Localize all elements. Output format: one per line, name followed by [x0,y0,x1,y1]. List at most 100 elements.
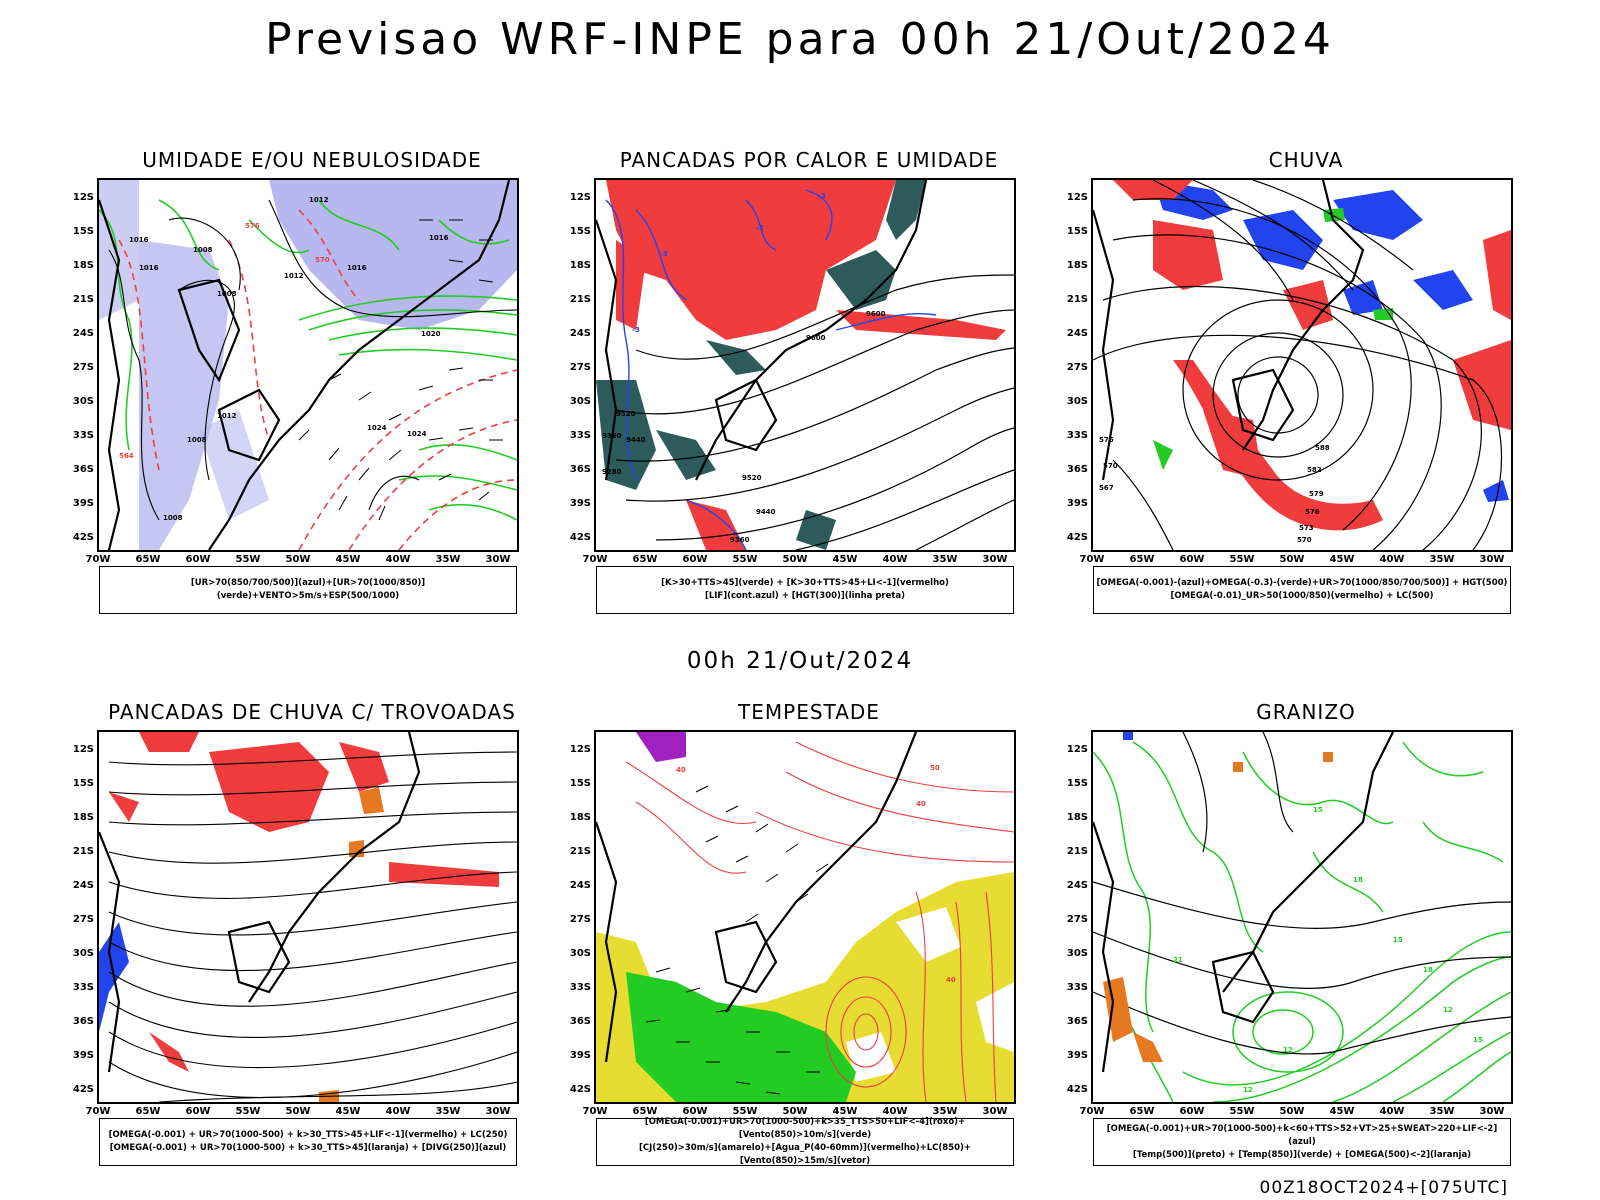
convection-map: -3 -3 -3 9600 9600 9520 9440 9360 9280 9… [596,180,1014,550]
lat-tick: 33S [1066,982,1088,993]
height-label: 9440 [626,436,646,444]
thickness-label: 570 [315,256,330,264]
green-wind-field [626,972,856,1102]
lat-tick: 39S [72,1050,94,1061]
panel-title: TEMPESTADE [738,700,880,724]
lat-tick: 15S [1066,226,1088,237]
lat-tick: 42S [569,1084,591,1095]
lat-tick: 21S [569,294,591,305]
black-isobars [108,199,517,521]
height-label: 588 [1315,444,1330,452]
temp-label: 12 [1283,1046,1293,1054]
lat-tick: 30S [1066,948,1088,959]
isobar-label: 1012 [217,412,237,420]
lat-tick: 27S [569,914,591,925]
legend-line: [OMEGA(-0.001)-(azul)+OMEGA(-0.3)-(verde… [1096,578,1508,588]
contour-labels: 12 15 18 21 12 15 18 12 15 [1173,806,1483,1094]
lon-tick: 35W [435,1106,461,1117]
lat-tick: 18S [72,812,94,823]
lon-tick: 60W [682,1106,708,1117]
lon-tick: 70W [1079,1106,1105,1117]
coastline [596,180,928,481]
green-omega-patches [1153,208,1393,470]
map-frame: 1012 1016 1008 1016 1008 1012 1016 1016 … [97,178,519,552]
main-title: Previsao WRF-INPE para 00h 21/Out/2024 [265,14,1335,65]
lat-tick: 42S [72,1084,94,1095]
lat-tick: 30S [72,948,94,959]
lon-tick: 50W [1279,554,1305,565]
coastline [99,732,421,1073]
temp-label: 15 [1473,1036,1483,1044]
lat-tick: 15S [569,778,591,789]
lat-tick: 42S [569,532,591,543]
lat-tick: 36S [569,464,591,475]
height-label: 576 [1305,508,1320,516]
isobar-label: 1024 [407,430,427,438]
height-label: 9520 [616,410,636,418]
lon-tick: 30W [485,1106,511,1117]
lon-tick: 35W [932,1106,958,1117]
contour-labels: 582 579 576 573 570 576 570 567 588 [1099,436,1330,544]
coastline [1093,180,1365,481]
hail-map: 12 15 18 21 12 15 18 12 15 [1093,732,1511,1102]
lat-tick: 39S [569,1050,591,1061]
lat-tick: 12S [72,744,94,755]
lat-tick: 39S [72,498,94,509]
lon-tick: 50W [285,554,311,565]
coastline [99,180,511,550]
panel-legend: [OMEGA(-0.001)+UR>70(1000-500)+k>35_TTS>… [596,1117,1014,1166]
lat-tick: 18S [569,812,591,823]
lon-tick: 30W [982,1106,1008,1117]
lat-tick: 21S [1066,294,1088,305]
legend-line: [OMEGA(-0.01)_UR>50(1000/850)(vermelho) … [1170,591,1434,601]
lon-tick: 30W [1479,554,1505,565]
lat-tick: 24S [72,880,94,891]
map-frame: 40 40 40 50 [594,730,1016,1104]
lif-label: -3 [632,326,640,334]
lat-tick: 39S [569,498,591,509]
lat-tick: 42S [72,532,94,543]
water-label: 40 [916,800,926,808]
lat-tick: 27S [569,362,591,373]
temp-label: 12 [1243,1086,1253,1094]
height-label: 9600 [806,334,826,342]
lon-tick: 60W [185,554,211,565]
legend-line: [OMEGA(-0.001)+UR>70(1000-500)+k>35_TTS>… [644,1117,966,1140]
isobar-label: 1020 [421,330,441,338]
water-label: 50 [930,764,940,772]
lat-tick: 18S [1066,812,1088,823]
isobar-label: 1012 [309,196,329,204]
black-temp500-contours [1093,732,1511,1055]
isobar-label: 1008 [163,514,183,522]
water-label: 40 [676,766,686,774]
temp-label: 12 [1443,1006,1453,1014]
lon-tick: 40W [882,1106,908,1117]
lat-tick: 36S [1066,1016,1088,1027]
thunder-map [99,732,517,1102]
height-label: 9520 [742,474,762,482]
temp-label: 15 [1393,936,1403,944]
lat-tick: 36S [569,1016,591,1027]
lon-tick: 60W [1179,1106,1205,1117]
panel-pancadas-trovoadas: PANCADAS DE CHUVA C/ TROVOADAS [62,700,562,1180]
lat-tick: 24S [569,880,591,891]
contour-labels: 1012 1016 1008 1016 1008 1012 1016 1016 … [119,196,449,522]
lat-tick: 27S [1066,362,1088,373]
height-label: 567 [1099,484,1114,492]
red-patches [109,732,499,1072]
lon-tick: 60W [682,554,708,565]
lon-tick: 55W [1229,554,1255,565]
lon-tick: 70W [582,1106,608,1117]
temp-label: 18 [1353,876,1363,884]
height-label: 576 [1099,436,1114,444]
lon-tick: 45W [335,554,361,565]
lat-tick: 27S [72,914,94,925]
map-frame: 582 579 576 573 570 576 570 567 588 [1091,178,1513,552]
lon-tick: 45W [335,1106,361,1117]
panel-legend: [K>30+TTS>45](verde) + [K>30+TTS>45+LI<-… [596,566,1014,614]
lat-tick: 18S [569,260,591,271]
lat-tick: 24S [569,328,591,339]
isobar-label: 1024 [367,424,387,432]
lif-label: -3 [660,250,668,258]
lat-tick: 36S [1066,464,1088,475]
